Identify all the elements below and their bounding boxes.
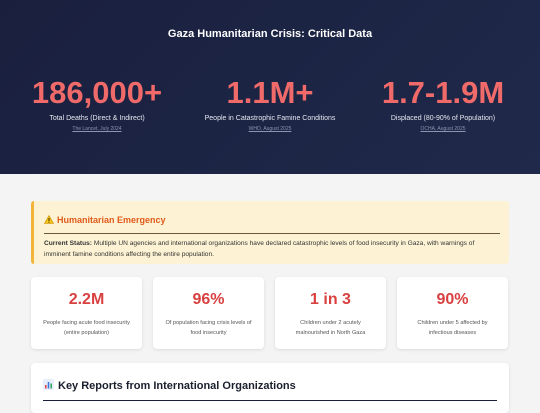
stat-card: 1 in 3 Children under 2 acutely malnouri… — [275, 277, 386, 349]
stat-label: Total Deaths (Direct & Indirect) — [49, 115, 145, 122]
alert-body: Current Status: Multiple UN agencies and… — [44, 238, 497, 260]
stat-total-deaths: 186,000+ Total Deaths (Direct & Indirect… — [12, 75, 182, 133]
status-label: Current Status: — [44, 240, 92, 247]
stat-displaced: 1.7-1.9M Displaced (80-90% of Population… — [358, 75, 528, 133]
stat-label: Displaced (80-90% of Population) — [390, 115, 496, 122]
stat-card: 90% Children under 5 affected by infecti… — [397, 277, 508, 349]
card-value: 90% — [436, 291, 469, 308]
divider — [43, 400, 497, 401]
warning-icon — [43, 211, 55, 229]
alert-header: Humanitarian Emergency — [43, 211, 497, 229]
card-label: Children under 2 acutely malnourished in… — [295, 320, 366, 336]
page-title: Gaza Humanitarian Crisis: Critical Data — [167, 28, 373, 40]
stat-value: 186,000+ — [31, 75, 163, 110]
emergency-alert: Humanitarian Emergency Current Status: M… — [31, 201, 509, 264]
stat-card: 2.2M People facing acute food insecurity… — [31, 277, 142, 349]
stat-label: People in Catastrophic Famine Conditions — [204, 115, 336, 122]
alert-title: Humanitarian Emergency — [57, 215, 166, 225]
card-label: People facing acute food insecurity (ent… — [43, 320, 130, 336]
stat-value: 1.7-1.9M — [381, 75, 505, 110]
stat-value: 1.1M+ — [226, 75, 314, 110]
section-title: Key Reports from International Organizat… — [58, 380, 296, 392]
status-text: Multiple UN agencies and international o… — [44, 240, 475, 258]
stat-source-link[interactable]: WHO, August 2025 — [248, 126, 292, 132]
section-header: Key Reports from International Organizat… — [43, 377, 497, 395]
key-reports-section: Key Reports from International Organizat… — [31, 363, 509, 413]
hero-banner: Gaza Humanitarian Crisis: Critical Data … — [0, 0, 540, 174]
card-value: 2.2M — [68, 291, 105, 308]
stat-source-link[interactable]: OCHA, August 2025 — [420, 126, 466, 132]
stat-source-link[interactable]: The Lancet, July 2024 — [72, 126, 122, 132]
stat-famine: 1.1M+ People in Catastrophic Famine Cond… — [185, 75, 355, 133]
card-label: Of population facing crisis levels of fo… — [165, 320, 252, 336]
card-value: 1 in 3 — [310, 291, 351, 308]
divider — [44, 233, 500, 234]
bar-chart-icon — [43, 377, 54, 395]
card-value: 96% — [192, 291, 225, 308]
card-label: Children under 5 affected by infectious … — [417, 320, 488, 336]
stat-card: 96% Of population facing crisis levels o… — [153, 277, 264, 349]
